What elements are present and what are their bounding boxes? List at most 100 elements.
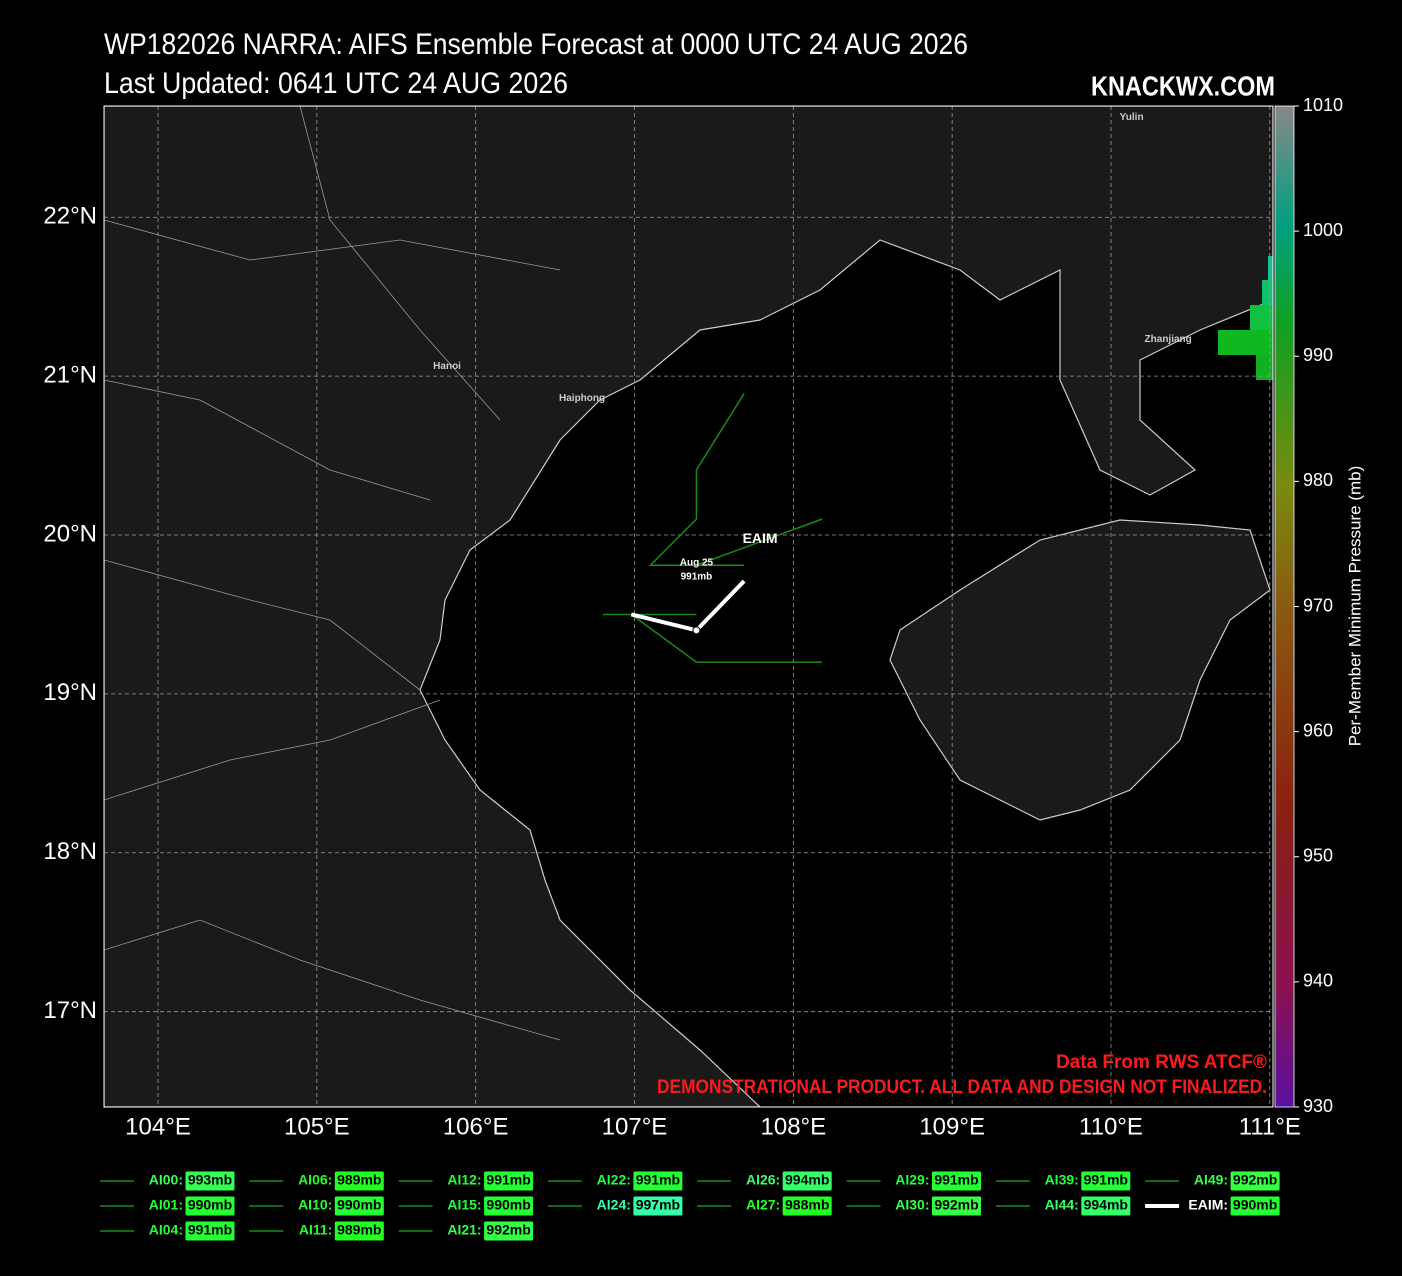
x-tick-label: 105°E (284, 1113, 350, 1140)
pressure-histogram (1256, 355, 1273, 380)
legend-name: AI22: (597, 1172, 631, 1188)
x-tick-label: 111°E (1239, 1113, 1301, 1140)
legend-pressure: 989mb (337, 1172, 381, 1188)
legend-pressure: 994mb (785, 1172, 829, 1188)
y-tick-label: 22°N (43, 203, 97, 230)
track (648, 393, 745, 566)
legend-pressure: 989mb (337, 1222, 381, 1238)
legend-name: AI29: (895, 1172, 929, 1188)
legend-name: EAIM: (1188, 1197, 1228, 1213)
legend-name: AI15: (447, 1197, 481, 1213)
legend-name: AI04: (149, 1222, 183, 1238)
legend-name: AI30: (895, 1197, 929, 1213)
legend-name: AI21: (447, 1222, 481, 1238)
legend-name: AI10: (298, 1197, 332, 1213)
point-pressure: 991mb (681, 572, 713, 583)
track (696, 518, 823, 566)
legend-pressure: 997mb (636, 1197, 680, 1213)
legend-pressure: 990mb (1233, 1197, 1277, 1213)
legend-box (781, 1195, 833, 1217)
legend-name: AI01: (149, 1197, 183, 1213)
legend-pressure: 990mb (486, 1197, 530, 1213)
city-label: Haiphong (559, 393, 605, 404)
legend-box (1080, 1170, 1132, 1192)
city-label: Hanoi (433, 361, 461, 372)
legend-box (483, 1195, 535, 1217)
legend-name: AI44: (1045, 1197, 1079, 1213)
legend-name: AI06: (298, 1172, 332, 1188)
colorbar-tick-label: 970 (1303, 595, 1333, 615)
legend-pressure: 993mb (188, 1172, 232, 1188)
legend-box (483, 1220, 535, 1242)
x-tick-label: 109°E (919, 1113, 985, 1140)
x-tick-label: 107°E (602, 1113, 668, 1140)
legend-pressure: 991mb (188, 1222, 232, 1238)
legend-pressure: 991mb (1084, 1172, 1128, 1188)
colorbar-tick-label: 990 (1303, 345, 1333, 365)
x-tick-label: 106°E (443, 1113, 509, 1140)
y-tick-label: 17°N (43, 997, 97, 1024)
legend-name: AI24: (597, 1197, 631, 1213)
legend-box (1229, 1170, 1281, 1192)
colorbar-ticks: 930 940 950 960 970 980 990 1000 1010 (1294, 95, 1343, 1116)
borders (104, 106, 561, 1041)
tracks: EAIM Aug 25 991mb (602, 393, 823, 663)
legend-pressure: 991mb (636, 1172, 680, 1188)
legend-box (483, 1170, 535, 1192)
legend-name: AI39: (1045, 1172, 1079, 1188)
track-point (692, 626, 701, 635)
legend-pressure: 992mb (486, 1222, 530, 1238)
pressure-histogram (1218, 330, 1273, 355)
credit: Data From RWS ATCF® (1056, 1052, 1267, 1073)
track (630, 613, 822, 663)
legend-box (184, 1170, 236, 1192)
plot-frame (103, 105, 1274, 1108)
legend-box (632, 1170, 684, 1192)
map-land (104, 106, 1273, 1107)
subtitle: Last Updated: 0641 UTC 24 AUG 2026 (104, 67, 568, 100)
disclaimer: DEMONSTRATIONAL PRODUCT. ALL DATA AND DE… (657, 1077, 1267, 1098)
title: WP182026 NARRA: AIFS Ensemble Forecast a… (104, 28, 968, 61)
point-date: Aug 25 (680, 558, 714, 569)
mainland (104, 106, 1273, 1107)
y-tick-label: 21°N (43, 361, 97, 388)
legend-box (781, 1170, 833, 1192)
colorbar-tick-label: 960 (1303, 720, 1333, 740)
colorbar (1274, 105, 1295, 1108)
legend: AI00: 993mb AI01: 990mb AI04: 991mb AI06: 989mb… (100, 1170, 1281, 1242)
legend-box (632, 1195, 684, 1217)
legend-pressure: 990mb (188, 1197, 232, 1213)
legend-box (184, 1195, 236, 1217)
track-label: EAIM (743, 530, 778, 546)
legend-pressure: 990mb (337, 1197, 381, 1213)
colorbar-tick-label: 1000 (1303, 220, 1343, 240)
y-tick-label: 19°N (43, 679, 97, 706)
hainan (889, 519, 1271, 821)
y-tick-label: 20°N (43, 520, 97, 547)
legend-name: AI00: (149, 1172, 183, 1188)
city-label: Yulin (1120, 112, 1144, 123)
legend-name: AI49: (1194, 1172, 1228, 1188)
legend-box (1080, 1195, 1132, 1217)
legend-name: AI26: (746, 1172, 780, 1188)
legend-pressure: 992mb (934, 1197, 978, 1213)
legend-box (333, 1195, 385, 1217)
legend-pressure: 988mb (785, 1197, 829, 1213)
colorbar-tick-label: 980 (1303, 470, 1333, 490)
legend-box (333, 1220, 385, 1242)
legend-box (184, 1220, 236, 1242)
brand: KNACKWX.COM (1091, 70, 1275, 101)
legend-name: AI27: (746, 1197, 780, 1213)
colorbar-tick-label: 950 (1303, 846, 1333, 866)
pressure-histogram (1262, 280, 1273, 305)
colorbar-tick-label: 940 (1303, 971, 1333, 991)
legend-box (333, 1170, 385, 1192)
colorbar-tick-label: 930 (1303, 1096, 1333, 1116)
legend-box (1229, 1195, 1281, 1217)
x-tick-label: 108°E (761, 1113, 827, 1140)
legend-box (931, 1195, 982, 1217)
legend-pressure: 994mb (1084, 1197, 1128, 1213)
y-tick-label: 18°N (43, 838, 97, 865)
x-tick-label: 110°E (1079, 1113, 1143, 1140)
